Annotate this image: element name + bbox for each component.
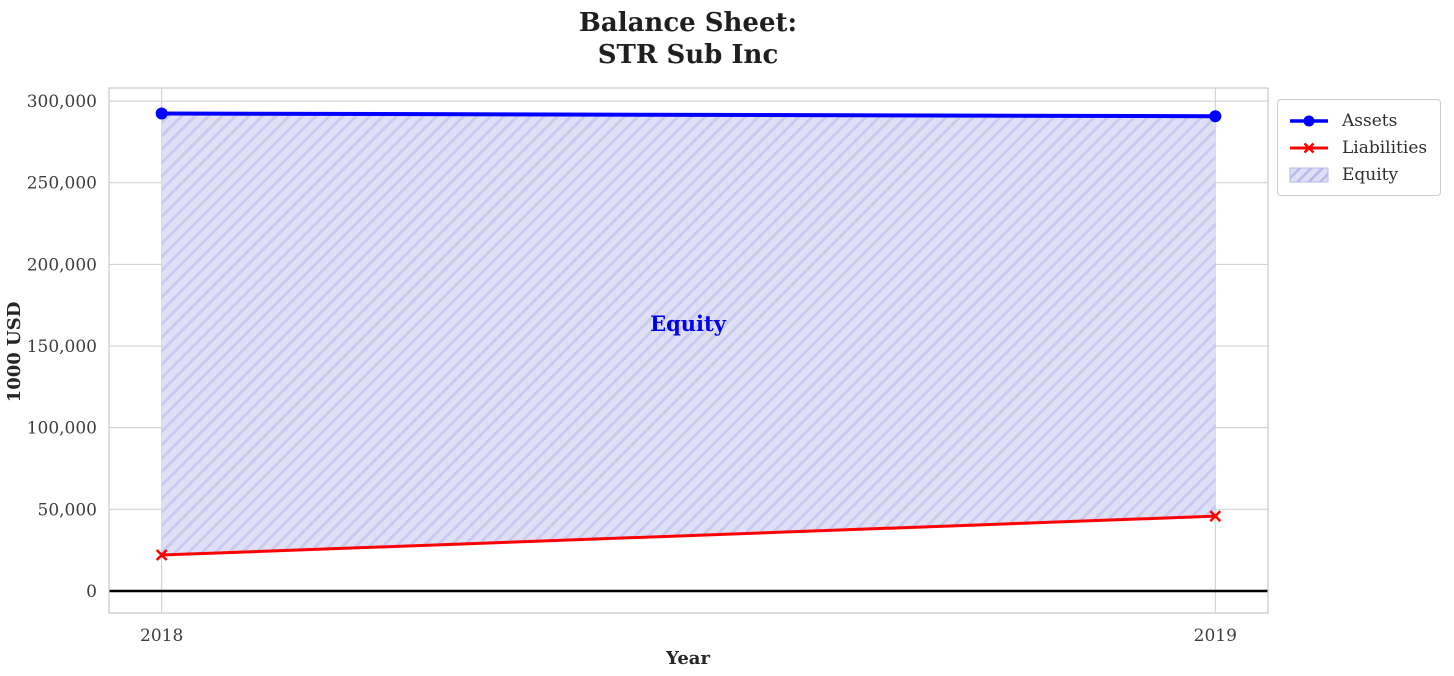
- x-axis-label: Year: [665, 648, 710, 669]
- assets-marker: [155, 107, 168, 120]
- assets-legend-icon: [1290, 115, 1328, 126]
- legend-item-assets: Assets: [1288, 108, 1427, 133]
- legend-item-equity: Equity: [1288, 162, 1427, 187]
- y-tick-label: 150,000: [27, 337, 97, 357]
- y-tick-label: 300,000: [27, 92, 97, 112]
- y-tick-label: 100,000: [27, 419, 97, 439]
- equity-area: [161, 113, 1216, 556]
- assets-marker: [1209, 110, 1222, 123]
- y-tick-label: 250,000: [27, 174, 97, 194]
- y-tick-label: 200,000: [27, 255, 97, 275]
- legend: Assets Liabilities Equity: [1277, 99, 1442, 196]
- liabilities-legend-icon: [1290, 142, 1328, 153]
- y-axis-label: 1000 USD: [4, 302, 25, 403]
- plot-area: 0 50,000 100,000 150,000 200,000 250,000 300,0…: [27, 87, 1269, 646]
- legend-label-assets: Assets: [1342, 110, 1398, 131]
- legend-label-liabilities: Liabilities: [1342, 137, 1428, 158]
- y-tick-label: 50,000: [38, 500, 97, 520]
- x-tick-label: 2019: [1194, 626, 1237, 646]
- legend-label-equity: Equity: [1342, 164, 1399, 185]
- liabilities-line: [161, 514, 1216, 557]
- equity-legend-icon: [1289, 167, 1329, 182]
- chart-title-line-1: Balance Sheet:: [579, 8, 797, 38]
- liabilities-marker: [155, 549, 168, 561]
- liabilities-marker: [1209, 510, 1222, 523]
- equity-annotation: Equity: [650, 311, 727, 336]
- x-tick-label: 2018: [140, 626, 183, 646]
- y-tick-label: 0: [86, 582, 97, 602]
- plot-spines: [108, 87, 1269, 614]
- legend-item-liabilities: Liabilities: [1288, 135, 1427, 160]
- assets-line: [161, 111, 1216, 119]
- chart-title-line-2: STR Sub Inc: [598, 40, 779, 70]
